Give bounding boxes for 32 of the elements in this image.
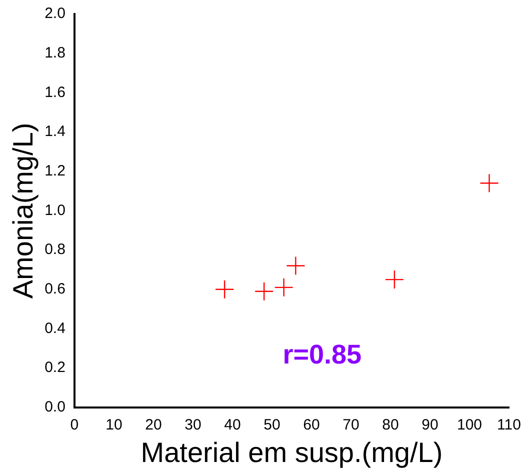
x-tick-label: 110 (497, 416, 521, 434)
x-tick-label: 60 (303, 416, 320, 434)
y-tick-label: 0.6 (44, 280, 66, 298)
y-tick-label: 1.0 (44, 202, 66, 219)
y-tick-label: 1.4 (44, 123, 66, 140)
point (480, 174, 499, 193)
y-tick-label: 1.8 (44, 44, 66, 62)
annotation: r=0.85 (282, 340, 362, 370)
y-axis-title: Amonia(mg/L) (8, 122, 39, 299)
x-tick-label: 50 (264, 416, 280, 434)
point (286, 256, 306, 276)
y-tick-label: 2.0 (44, 5, 66, 22)
x-tick-label: 40 (224, 416, 241, 434)
x-tick-label: 70 (342, 416, 360, 434)
x-tick-label: 0 (70, 416, 79, 434)
point (274, 278, 294, 298)
y-tick-label: 0.8 (44, 241, 66, 258)
x-axis-title: Material em susp.(mg/L) (140, 436, 443, 468)
y-tick-label: 0.2 (44, 359, 66, 376)
x-tick-label: 90 (422, 416, 438, 434)
y-tick-label: 0.0 (44, 398, 66, 416)
y-tick-label: 1.2 (44, 162, 66, 180)
x-tick-label: 10 (106, 416, 122, 434)
y-tick-label: 1.6 (44, 84, 66, 101)
x-tick-label: 20 (145, 416, 162, 434)
x-tick-label: 80 (382, 416, 399, 434)
y-tick-label: 0.4 (44, 320, 66, 337)
point (254, 282, 274, 301)
x-tick-label: 100 (456, 416, 482, 434)
x-tick-label: 30 (184, 416, 202, 434)
point (214, 280, 234, 299)
point (384, 270, 404, 290)
